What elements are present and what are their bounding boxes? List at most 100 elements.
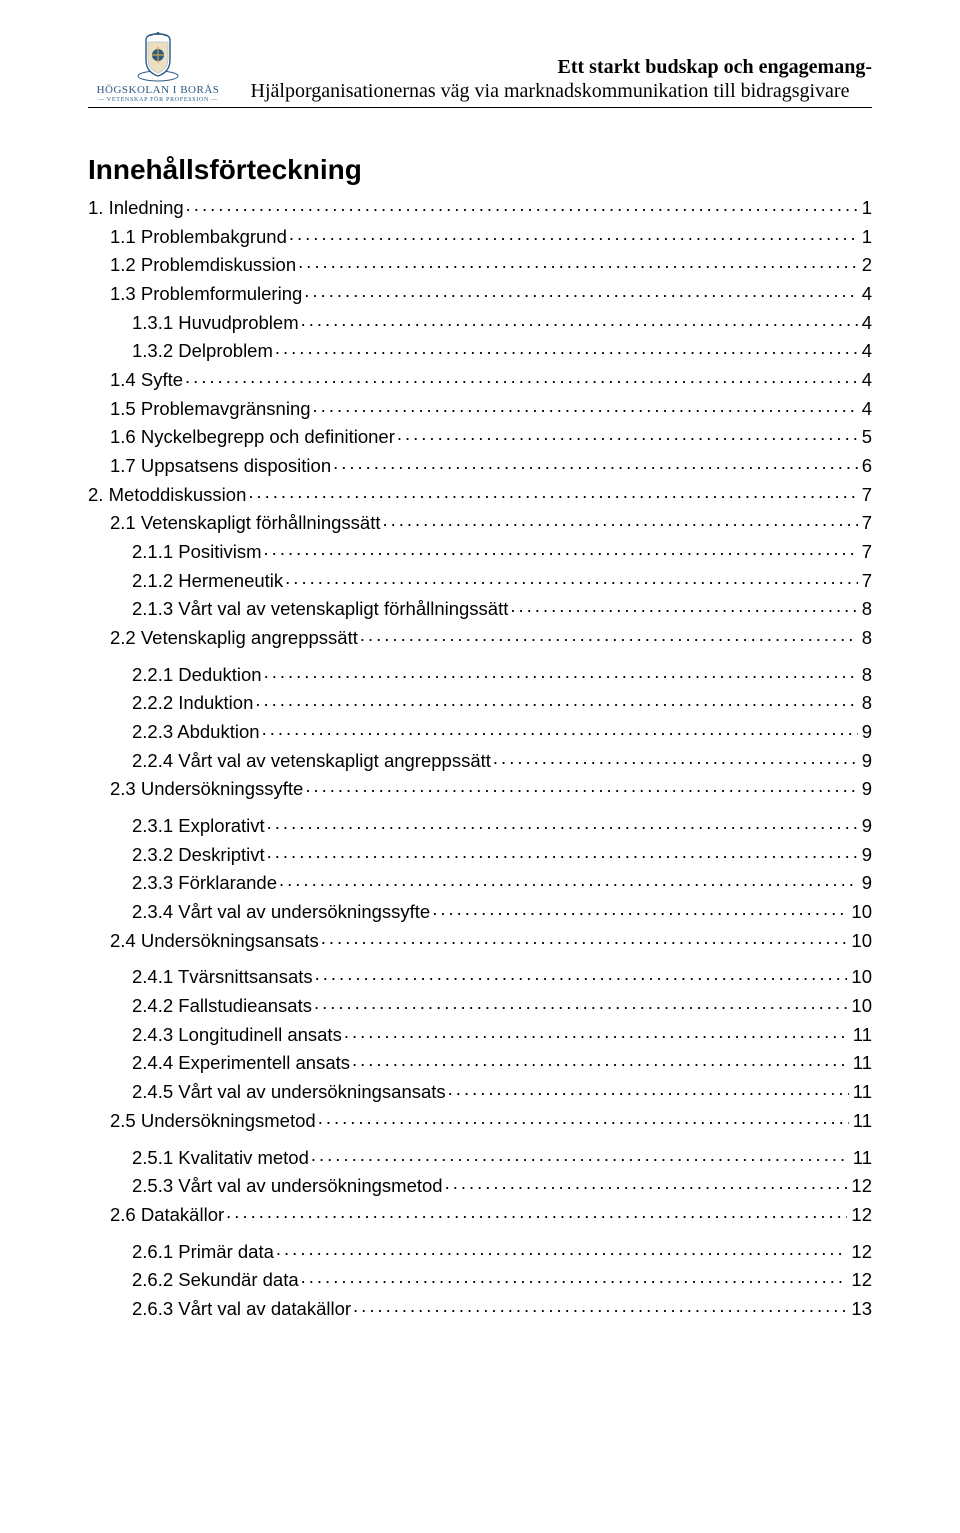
toc-entry-label: 2.4 Undersökningsansats bbox=[110, 927, 321, 956]
toc-entry-page: 1 bbox=[858, 223, 872, 252]
toc-entry[interactable]: 2.2.1 Deduktion8 bbox=[88, 661, 872, 690]
toc-leader-dots bbox=[448, 1085, 849, 1104]
toc-entry-page: 7 bbox=[858, 567, 872, 596]
toc-entry[interactable]: 1.6 Nyckelbegrepp och definitioner5 bbox=[88, 423, 872, 452]
toc-entry[interactable]: 2.3 Undersökningssyfte 9 bbox=[88, 775, 872, 804]
toc-entry[interactable]: 2.3.4 Vårt val av undersökningssyfte10 bbox=[88, 898, 872, 927]
toc-entry[interactable]: 2.3.1 Explorativt9 bbox=[88, 812, 872, 841]
toc-entry[interactable]: 2.5.3 Vårt val av undersökningsmetod12 bbox=[88, 1172, 872, 1201]
toc-entry-label: 1.3.2 Delproblem bbox=[132, 337, 275, 366]
toc-entry[interactable]: 1.3.1 Huvudproblem4 bbox=[88, 309, 872, 338]
toc-entry[interactable]: 2.5.1 Kvalitativ metod11 bbox=[88, 1144, 872, 1173]
toc-entry[interactable]: 1.4 Syfte4 bbox=[88, 366, 872, 395]
toc-entry-page: 12 bbox=[847, 1266, 872, 1295]
toc-entry-page: 7 bbox=[858, 538, 872, 567]
header-title-line1: Ett starkt budskap och engagemang- bbox=[228, 55, 872, 79]
toc-entry[interactable]: 2.4.5 Vårt val av undersökningsansats11 bbox=[88, 1078, 872, 1107]
toc-entry[interactable]: 1. Inledning1 bbox=[88, 194, 872, 223]
toc-entry-label: 2.3 Undersökningssyfte bbox=[110, 775, 305, 804]
toc-entry-label: 1.1 Problembakgrund bbox=[110, 223, 289, 252]
toc-entry[interactable]: 2.3.3 Förklarande 9 bbox=[88, 869, 872, 898]
toc-entry-page: 8 bbox=[858, 689, 872, 718]
toc-entry[interactable]: 1.2 Problemdiskussion2 bbox=[88, 251, 872, 280]
toc-leader-dots bbox=[493, 754, 858, 773]
toc-entry[interactable]: 2.2.4 Vårt val av vetenskapligt angrepps… bbox=[88, 747, 872, 776]
toc-entry-page: 9 bbox=[858, 869, 872, 898]
toc-leader-dots bbox=[305, 783, 857, 802]
institution-logo-block: HÖGSKOLAN I BORÅS — VETENSKAP FÖR PROFES… bbox=[88, 32, 228, 103]
toc-leader-dots bbox=[255, 697, 857, 716]
toc-entry-page: 7 bbox=[858, 481, 872, 510]
toc-entry[interactable]: 2.6.2 Sekundär data12 bbox=[88, 1266, 872, 1295]
toc-leader-dots bbox=[267, 848, 858, 867]
toc-entry-label: 2.2.2 Induktion bbox=[132, 689, 255, 718]
toc-leader-dots bbox=[301, 316, 858, 335]
toc-entry[interactable]: 2.2.2 Induktion 8 bbox=[88, 689, 872, 718]
toc-entry[interactable]: 2.2.3 Abduktion 9 bbox=[88, 718, 872, 747]
toc-entry-page: 4 bbox=[858, 366, 872, 395]
toc-entry[interactable]: 2.4.4 Experimentell ansats11 bbox=[88, 1049, 872, 1078]
toc-entry-label: 2.1.1 Positivism bbox=[132, 538, 264, 567]
toc-entry[interactable]: 2. Metoddiskussion7 bbox=[88, 481, 872, 510]
toc-entry-page: 4 bbox=[858, 309, 872, 338]
toc-entry-label: 2.3.3 Förklarande bbox=[132, 869, 279, 898]
toc-entry-label: 2.5 Undersökningsmetod bbox=[110, 1107, 318, 1136]
toc-entry[interactable]: 2.6.3 Vårt val av datakällor13 bbox=[88, 1295, 872, 1324]
toc-entry-page: 8 bbox=[858, 661, 872, 690]
toc-entry[interactable]: 2.4 Undersökningsansats10 bbox=[88, 927, 872, 956]
toc-entry-page: 4 bbox=[858, 337, 872, 366]
crest-icon bbox=[136, 32, 180, 82]
toc-entry-page: 10 bbox=[847, 992, 872, 1021]
toc-entry-page: 11 bbox=[849, 1049, 872, 1078]
toc-leader-dots bbox=[279, 877, 858, 896]
toc-entry-label: 1.5 Problemavgränsning bbox=[110, 395, 313, 424]
toc-entry-label: 2.6 Datakällor bbox=[110, 1201, 226, 1230]
toc-entry-label: 1.6 Nyckelbegrepp och definitioner bbox=[110, 423, 397, 452]
toc-entry[interactable]: 1.1 Problembakgrund 1 bbox=[88, 223, 872, 252]
toc-entry[interactable]: 2.1.1 Positivism 7 bbox=[88, 538, 872, 567]
toc-entry[interactable]: 1.5 Problemavgränsning4 bbox=[88, 395, 872, 424]
toc-entry[interactable]: 2.1.2 Hermeneutik7 bbox=[88, 567, 872, 596]
document-header: HÖGSKOLAN I BORÅS — VETENSKAP FÖR PROFES… bbox=[88, 32, 872, 108]
toc-entry-page: 12 bbox=[847, 1238, 872, 1267]
toc-entry[interactable]: 1.3 Problemformulering4 bbox=[88, 280, 872, 309]
toc-leader-dots bbox=[315, 971, 848, 990]
toc-entry-label: 2.5.3 Vårt val av undersökningsmetod bbox=[132, 1172, 445, 1201]
toc-leader-dots bbox=[397, 431, 858, 450]
toc-entry-label: 2.2 Vetenskaplig angreppssätt bbox=[110, 624, 360, 653]
toc-leader-dots bbox=[301, 1273, 848, 1292]
toc-entry[interactable]: 2.4.3 Longitudinell ansats11 bbox=[88, 1021, 872, 1050]
toc-entry-label: 2.2.3 Abduktion bbox=[132, 718, 262, 747]
toc-entry[interactable]: 1.7 Uppsatsens disposition6 bbox=[88, 452, 872, 481]
table-of-contents: 1. Inledning11.1 Problembakgrund 11.2 Pro… bbox=[88, 194, 872, 1324]
toc-entry[interactable]: 2.6.1 Primär data12 bbox=[88, 1238, 872, 1267]
toc-entry[interactable]: 2.3.2 Deskriptivt9 bbox=[88, 841, 872, 870]
toc-entry-page: 11 bbox=[849, 1144, 872, 1173]
toc-entry-page: 9 bbox=[858, 718, 872, 747]
toc-entry-page: 2 bbox=[858, 251, 872, 280]
toc-leader-dots bbox=[344, 1028, 849, 1047]
toc-leader-dots bbox=[333, 459, 858, 478]
toc-entry-page: 8 bbox=[858, 624, 872, 653]
toc-entry-label: 2.3.2 Deskriptivt bbox=[132, 841, 267, 870]
toc-entry[interactable]: 2.4.2 Fallstudieansats10 bbox=[88, 992, 872, 1021]
toc-entry-page: 11 bbox=[849, 1021, 872, 1050]
toc-entry[interactable]: 2.5 Undersökningsmetod11 bbox=[88, 1107, 872, 1136]
toc-leader-dots bbox=[298, 259, 858, 278]
university-name: HÖGSKOLAN I BORÅS bbox=[97, 84, 220, 96]
toc-entry-page: 9 bbox=[858, 747, 872, 776]
university-subtitle: — VETENSKAP FÖR PROFESSION — bbox=[98, 97, 218, 103]
toc-leader-dots bbox=[432, 905, 847, 924]
toc-leader-dots bbox=[276, 1245, 848, 1264]
toc-entry[interactable]: 2.1.3 Vårt val av vetenskapligt förhålln… bbox=[88, 595, 872, 624]
header-title-line2: Hjälporganisationernas väg via marknadsk… bbox=[228, 79, 872, 103]
toc-entry-label: 1.3 Problemformulering bbox=[110, 280, 304, 309]
toc-entry-page: 11 bbox=[849, 1078, 872, 1107]
toc-entry-page: 9 bbox=[858, 775, 872, 804]
toc-entry[interactable]: 2.6 Datakällor12 bbox=[88, 1201, 872, 1230]
toc-entry[interactable]: 2.2 Vetenskaplig angreppssätt 8 bbox=[88, 624, 872, 653]
toc-entry[interactable]: 2.1 Vetenskapligt förhållningssätt7 bbox=[88, 509, 872, 538]
toc-entry[interactable]: 1.3.2 Delproblem 4 bbox=[88, 337, 872, 366]
toc-leader-dots bbox=[352, 1057, 849, 1076]
toc-entry[interactable]: 2.4.1 Tvärsnittsansats10 bbox=[88, 963, 872, 992]
